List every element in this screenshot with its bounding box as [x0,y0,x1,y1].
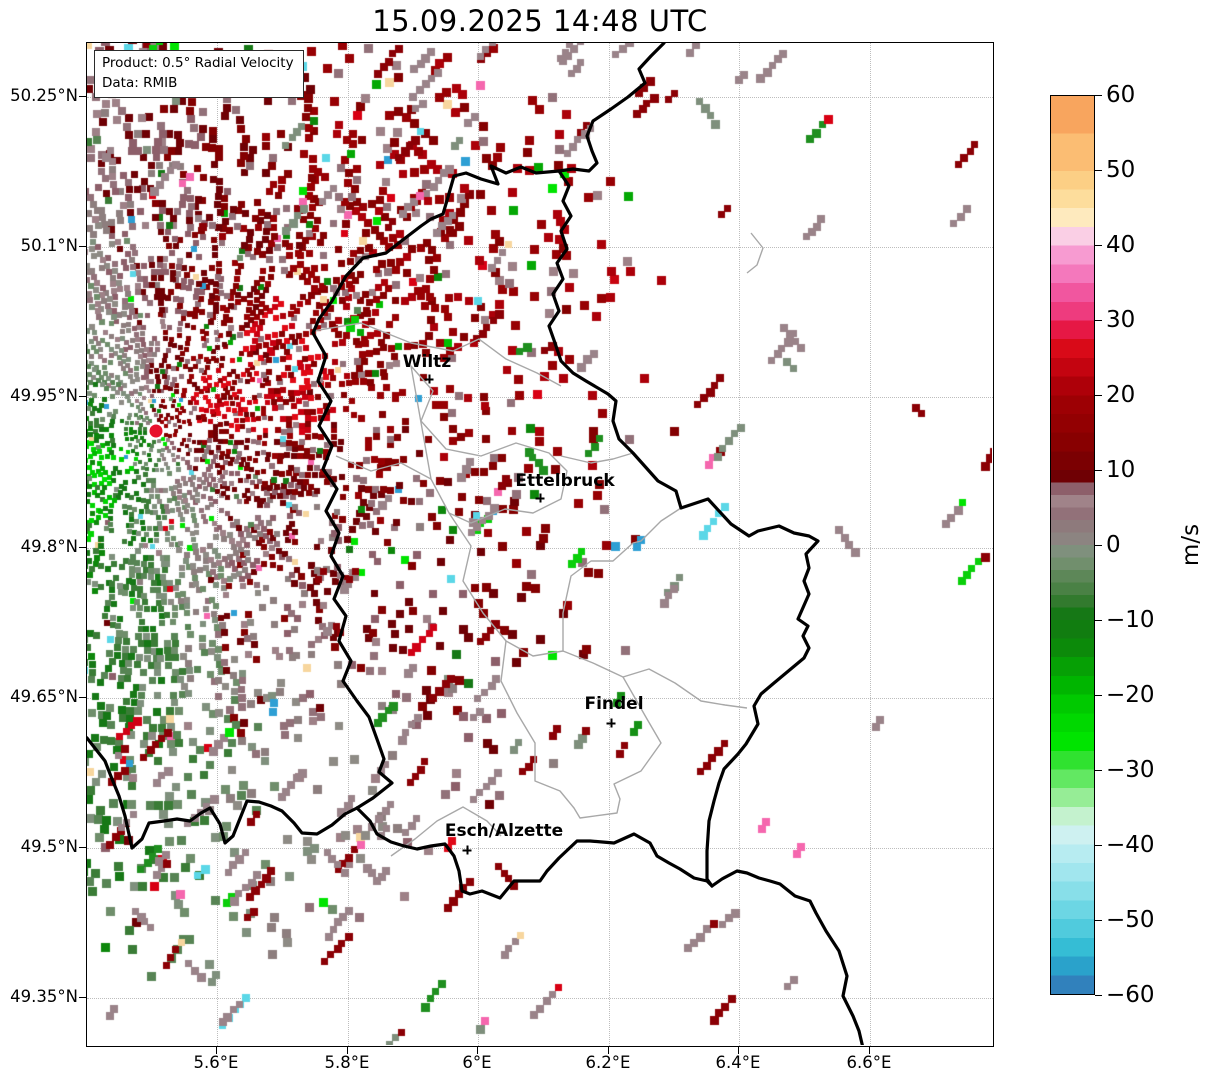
lon-tick-mark [869,1047,870,1054]
colorbar-tick-mark [1095,845,1102,846]
lon-tick-mark [477,1047,478,1054]
district-border-path [746,232,764,274]
district-border-path [562,507,682,651]
data-source-label: Data: RMIB [102,74,178,91]
country-border-path [311,164,561,810]
lon-tick-mark [216,1047,217,1054]
lat-tick-label: 49.95°N [10,386,78,405]
district-border-path [410,365,568,524]
district-border-path [335,455,432,480]
lat-tick-label: 49.35°N [10,987,78,1006]
figure-title: 15.09.2025 14:48 UTC [372,4,708,38]
district-border-path [390,806,502,857]
colorbar-tick-mark [1095,695,1102,696]
colorbar-tick-mark [1095,95,1102,96]
lat-tick-label: 49.8°N [20,537,78,556]
city-label: Findel [584,694,644,714]
country-borders [87,43,864,1045]
lon-tick-label: 5.6°E [193,1053,239,1072]
colorbar-tick-mark [1095,320,1102,321]
colorbar-tick-label: 60 [1106,82,1136,108]
district-border-path [312,322,562,387]
velocity-colorbar [1050,95,1095,995]
colorbar-tick-label: 20 [1106,382,1136,408]
lon-tick-label: 6°E [462,1053,492,1072]
city-label: Esch/Alzette [444,821,564,841]
colorbar-tick-mark [1095,395,1102,396]
colorbar-tick-mark [1095,470,1102,471]
radar-site-marker [147,422,165,440]
city-label: Ettelbruck [515,471,615,491]
lon-tick-label: 6.6°E [846,1053,892,1072]
colorbar-tick-label: 10 [1106,457,1136,483]
lat-tick-label: 50.1°N [20,236,78,255]
district-border-path [560,452,634,464]
map-borders-svg [87,43,864,1045]
lon-tick-mark [347,1047,348,1054]
district-borders [312,232,764,857]
country-border-path [87,736,359,850]
colorbar-tick-mark [1095,545,1102,546]
colorbar-tick-mark [1095,620,1102,621]
colorbar-tick-mark [1095,170,1102,171]
country-border-path [557,43,666,173]
colorbar-tick-label: −60 [1106,982,1155,1008]
colorbar-unit-label: m/s [1178,523,1204,567]
map-plot: Product: 0.5° Radial Velocity Data: RMIB… [86,42,994,1047]
lon-tick-label: 5.8°E [324,1053,370,1072]
colorbar-tick-label: 40 [1106,232,1136,258]
country-border-path [547,169,820,888]
district-border-path [448,512,748,709]
lon-tick-label: 6.4°E [715,1053,761,1072]
colorbar-tick-label: −40 [1106,832,1155,858]
lat-tick-mark [79,697,86,698]
district-border-path [500,640,662,819]
lat-tick-mark [79,547,86,548]
lat-tick-mark [79,997,86,998]
colorbar-tick-label: −10 [1106,607,1155,633]
colorbar-tick-label: 50 [1106,157,1136,183]
colorbar-tick-mark [1095,920,1102,921]
colorbar-tick-label: −20 [1106,682,1155,708]
lat-tick-mark [79,396,86,397]
colorbar-tick-label: 0 [1106,532,1121,558]
city-plus-marker [462,845,472,855]
colorbar-tick-label: −50 [1106,907,1155,933]
colorbar-tick-label: −30 [1106,757,1155,783]
country-border-path [355,806,714,900]
lat-tick-label: 50.25°N [10,86,78,105]
lat-tick-label: 49.65°N [10,687,78,706]
product-label: Product: 0.5° Radial Velocity [102,55,294,71]
colorbar-tick-mark [1095,995,1102,996]
lat-tick-mark [79,847,86,848]
city-plus-marker [424,374,434,384]
colorbar-tick-mark [1095,245,1102,246]
product-info-box: Product: 0.5° Radial Velocity Data: RMIB [94,50,304,99]
colorbar-tick-mark [1095,770,1102,771]
city-plus-marker [606,718,616,728]
lon-tick-mark [738,1047,739,1054]
city-label: Wiltz [402,352,452,372]
lon-tick-mark [608,1047,609,1054]
lat-tick-mark [79,246,86,247]
radar-field-canvas [87,43,992,1045]
colorbar-tick-label: 30 [1106,307,1136,333]
country-border-path [710,869,864,1045]
lon-tick-label: 6.2°E [585,1053,631,1072]
lat-tick-label: 49.5°N [20,837,78,856]
city-plus-marker [535,493,545,503]
lat-tick-mark [79,96,86,97]
